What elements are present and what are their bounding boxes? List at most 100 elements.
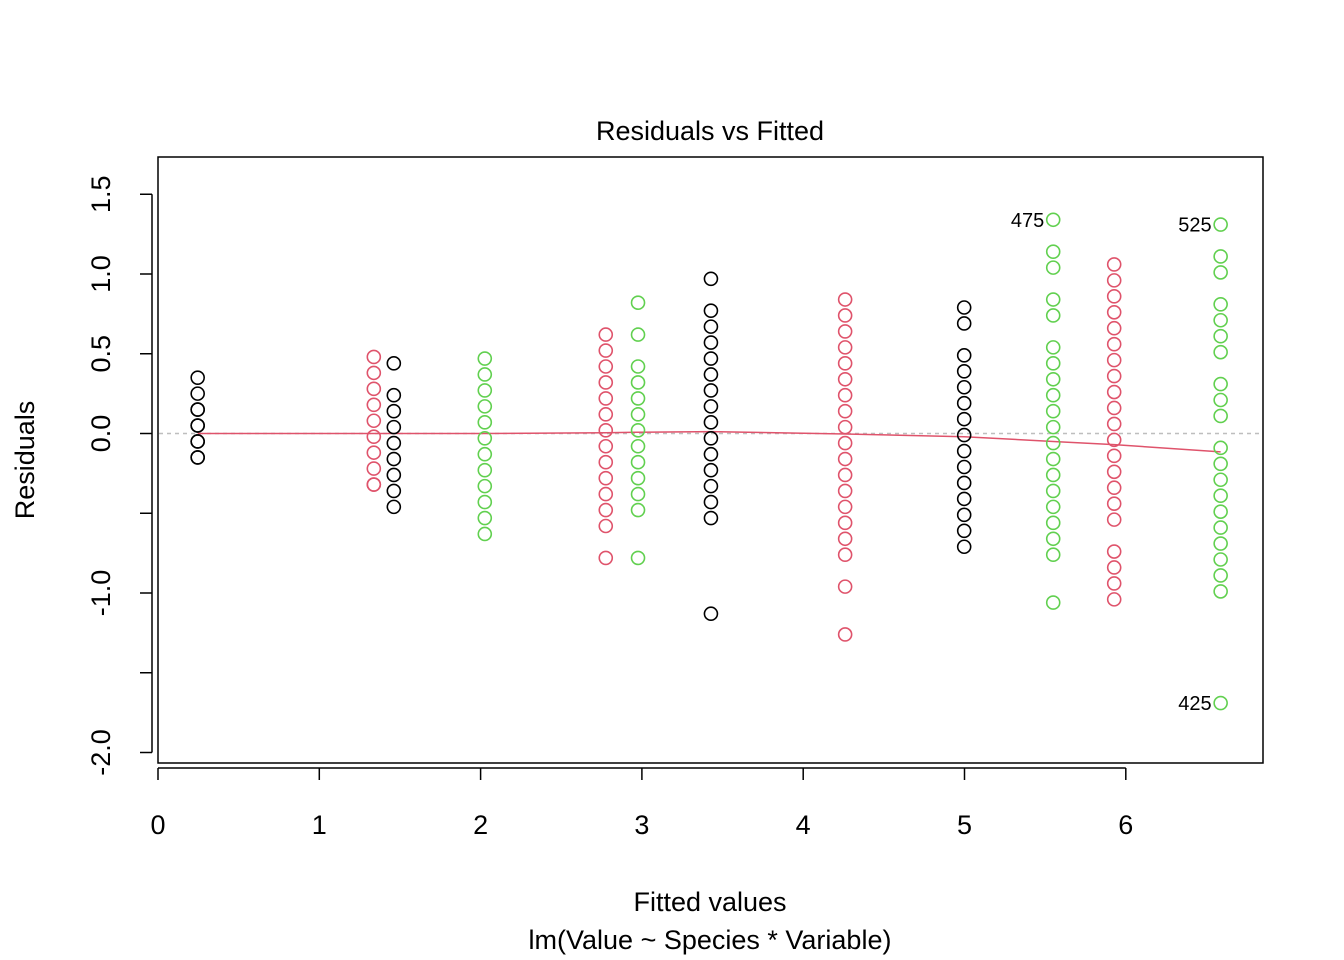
series-group-2.98 [630,295,646,566]
residual-point [837,356,853,371]
residual-point [477,446,493,462]
residual-point [1045,467,1061,483]
residual-point [1045,292,1061,307]
residual-point [598,375,614,390]
residual-point [630,359,646,374]
residual-point [703,319,719,334]
y-tick-label: 1.0 [86,255,116,293]
residual-point [956,539,972,555]
point-labels: 475 525 425 [1011,210,1212,715]
residual-point [703,430,719,446]
residual-point [1045,212,1061,228]
residual-point [703,494,719,510]
residual-point [386,499,402,515]
residual-point [703,351,719,366]
residual-point [477,494,493,510]
residual-point [598,407,614,422]
model-formula-subtitle: lm(Value ~ Species * Variable) [529,925,892,955]
residual-point [1213,568,1228,583]
residual-point [837,547,853,563]
residual-point [956,348,972,363]
residual-point [1213,392,1228,408]
residual-point [837,324,853,339]
residual-point [837,387,853,403]
residual-point [1213,408,1228,424]
residual-point [1106,560,1122,575]
residual-point [477,367,493,382]
residual-point [1106,512,1122,527]
y-tick-label: 0.5 [86,335,116,373]
residual-point [956,443,972,459]
residual-point [386,356,402,371]
residual-point [1045,595,1061,610]
residual-point [956,395,972,411]
residual-point [956,523,972,539]
residual-point [1106,289,1122,304]
residual-point [837,340,853,355]
residual-point [837,451,853,467]
residual-point [1045,531,1061,547]
residual-point [1106,304,1122,320]
residual-point [366,461,382,476]
outlier-label: 425 [1178,693,1211,715]
series-group-2.78 [598,327,614,566]
y-tick-label: -2.0 [86,729,116,776]
residual-point [837,403,853,419]
residual-point [1045,387,1061,403]
residual-point [630,454,646,470]
x-axis-label: Fitted values [633,887,786,917]
residual-point [1045,515,1061,531]
residual-point [1213,344,1228,360]
residual-point [1213,472,1228,488]
residual-point [1106,432,1122,448]
residual-point [1106,480,1122,496]
residual-point [190,402,205,417]
residual-point [477,415,493,430]
series-group-5.00 [956,300,972,555]
x-tick-label: 3 [634,810,649,840]
series-group-0.25 [190,370,205,465]
residual-point [956,491,972,507]
residual-point [630,486,646,502]
residual-point [1106,448,1122,464]
residual-point [703,415,719,430]
residual-point [956,316,972,331]
residual-point [190,434,205,449]
residual-point [956,363,972,379]
residual-point [190,386,205,401]
residual-point [630,502,646,518]
residual-point [1045,547,1061,563]
x-tick-label: 2 [473,810,488,840]
residual-point [1045,340,1061,355]
residual-point [366,365,382,381]
residual-point [1213,328,1228,344]
residual-point [190,450,205,465]
residual-point [190,370,205,385]
residual-point [598,391,614,406]
residual-point [1106,273,1122,288]
residual-point [1106,368,1122,384]
residual-point [1213,376,1228,392]
residual-point [366,445,382,460]
residual-point [386,483,402,499]
residual-point [1045,499,1061,515]
residual-point [1213,312,1228,328]
residual-point [1213,504,1228,519]
plot-frame [157,156,1264,764]
y-axis-label: Residuals [10,401,40,520]
residual-point [366,413,382,429]
x-tick-label: 1 [312,810,327,840]
series-group-3.43 [703,271,719,622]
residual-point [837,499,853,515]
residual-point [1106,592,1122,607]
y-tick-label: -1.0 [86,570,116,617]
series-group-4.26 [837,292,853,642]
residual-point [477,399,493,414]
outlier-label: 525 [1178,215,1211,237]
residual-point [703,510,719,526]
residual-point [598,486,614,502]
residual-point [366,397,382,413]
residual-point [1106,336,1122,352]
residual-point [837,419,853,435]
residual-point [366,477,382,492]
